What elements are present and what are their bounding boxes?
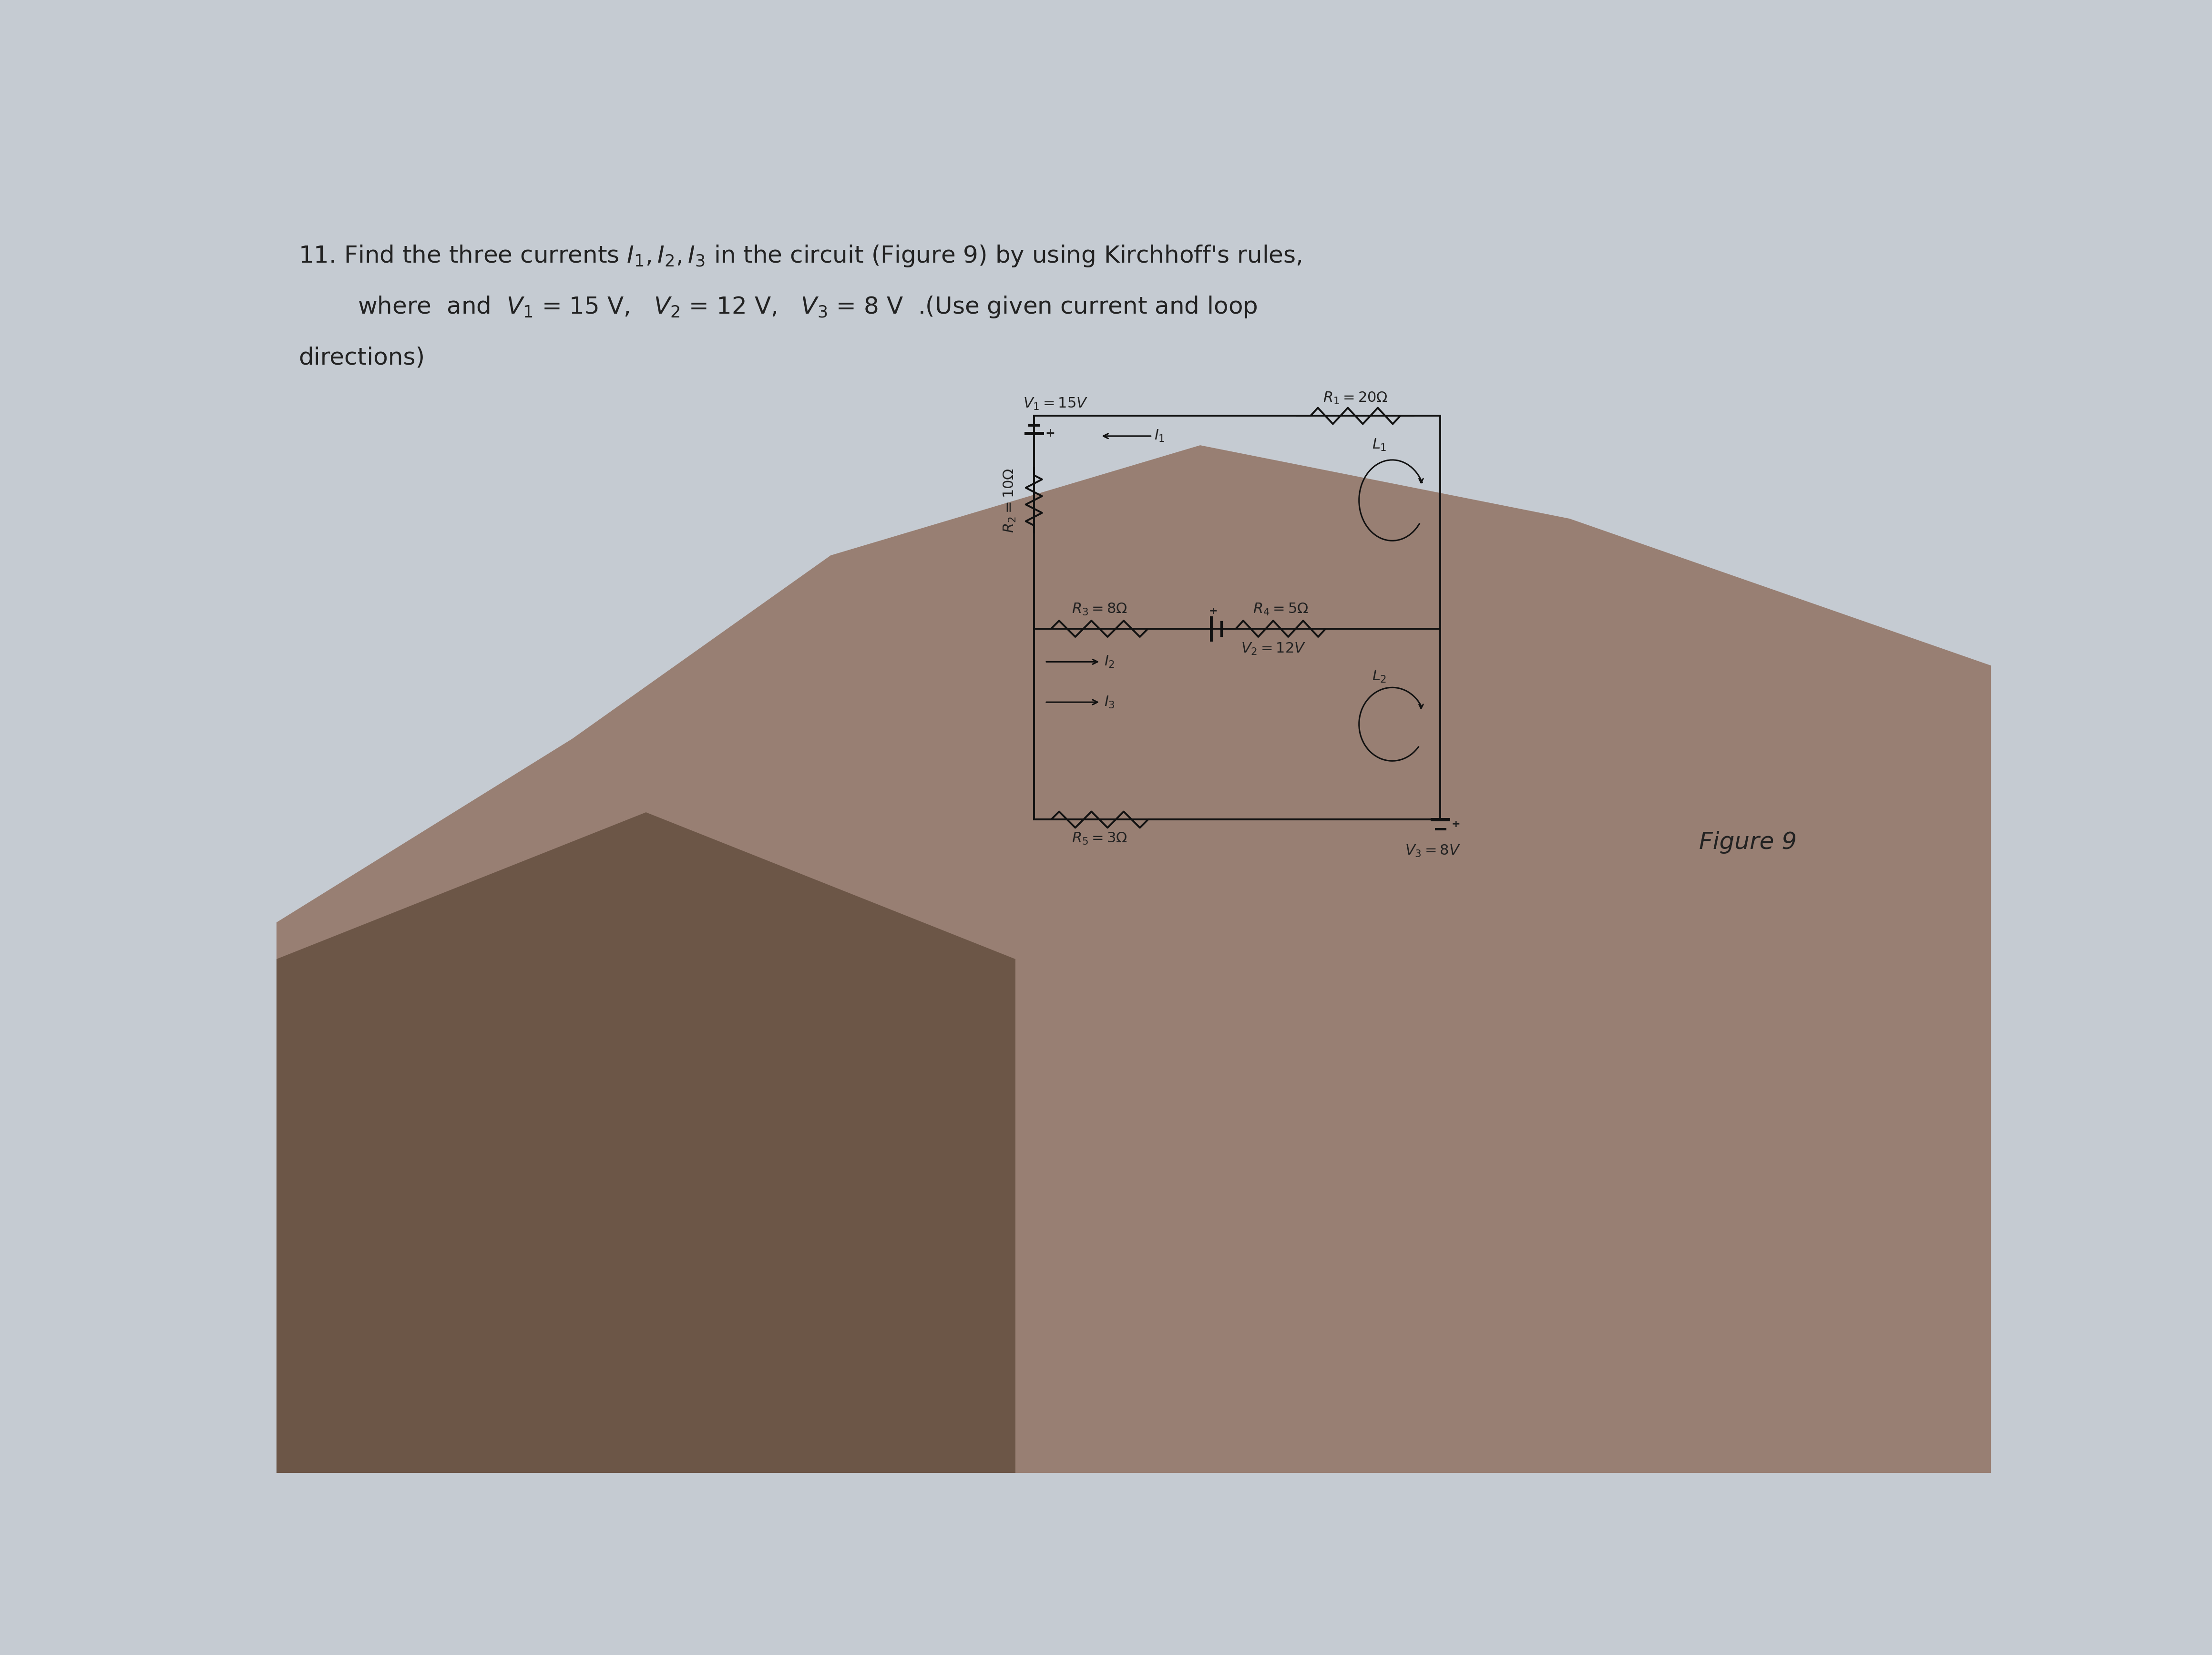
Text: $R_1 = 20\Omega$: $R_1 = 20\Omega$ <box>1323 391 1387 405</box>
Text: Figure 9: Figure 9 <box>1699 831 1796 854</box>
Text: $R_3 = 8\Omega$: $R_3 = 8\Omega$ <box>1071 602 1128 617</box>
Text: +: + <box>1044 427 1055 439</box>
Text: $L_2$: $L_2$ <box>1371 669 1387 684</box>
Text: $I_2$: $I_2$ <box>1104 654 1115 669</box>
PathPatch shape <box>276 813 1015 1473</box>
Text: $R_2 = 10\Omega$: $R_2 = 10\Omega$ <box>1002 468 1018 533</box>
Text: $R_4 = 5\Omega$: $R_4 = 5\Omega$ <box>1252 602 1310 617</box>
Text: directions): directions) <box>299 346 425 369</box>
Text: $I_3$: $I_3$ <box>1104 695 1115 710</box>
Text: where  and  $V_1$ = 15 V,   $V_2$ = 12 V,   $V_3$ = 8 V  .(Use given current and: where and $V_1$ = 15 V, $V_2$ = 12 V, $V… <box>358 295 1259 319</box>
PathPatch shape <box>276 445 1991 1473</box>
Text: 11. Find the three currents $\mathit{I}_1, \mathit{I}_2, \mathit{I}_3$ in the ci: 11. Find the three currents $\mathit{I}_… <box>299 243 1303 268</box>
Text: $L_1$: $L_1$ <box>1371 439 1387 452</box>
Text: $I_1$: $I_1$ <box>1155 429 1166 444</box>
Text: $V_3 = 8V$: $V_3 = 8V$ <box>1405 844 1460 859</box>
Text: $R_5 = 3\Omega$: $R_5 = 3\Omega$ <box>1071 831 1128 846</box>
Text: +: + <box>1451 819 1460 829</box>
Text: $V_1 = 15V$: $V_1 = 15V$ <box>1022 397 1088 412</box>
Text: +: + <box>1208 606 1217 616</box>
Text: $V_2 = 12V$: $V_2 = 12V$ <box>1241 642 1305 657</box>
